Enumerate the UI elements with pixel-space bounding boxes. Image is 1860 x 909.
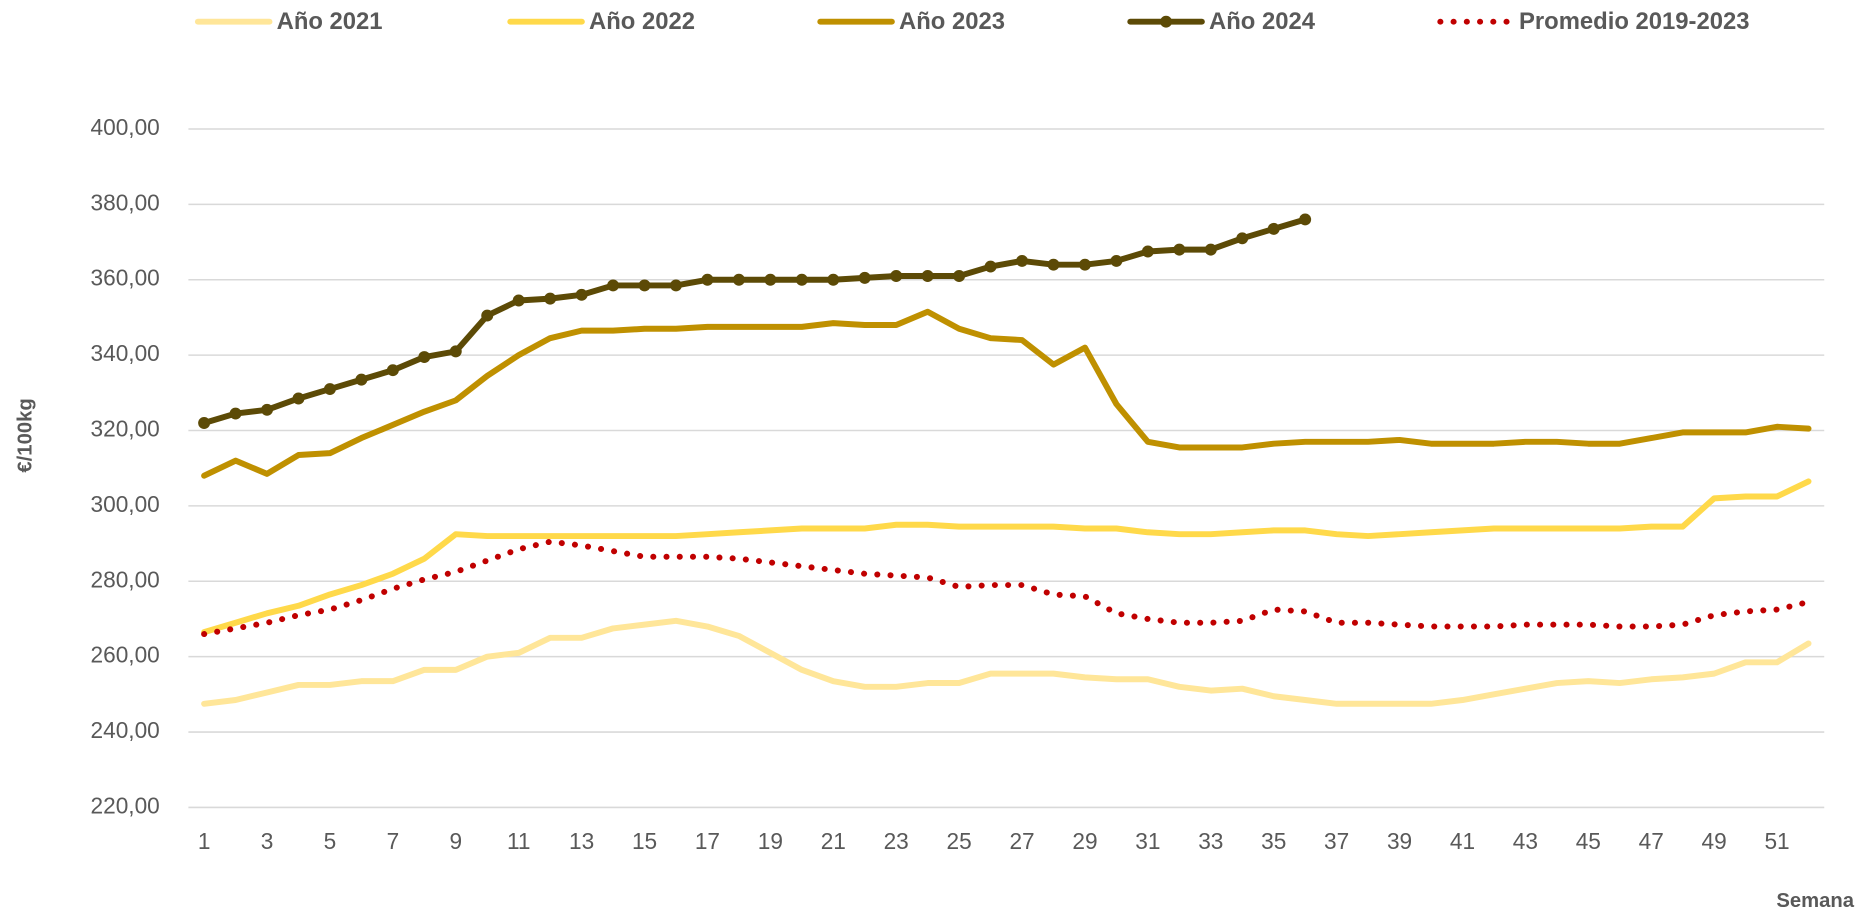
y-tick-label: 320,00: [91, 416, 160, 442]
x-tick-label: 47: [1639, 828, 1664, 854]
x-tick-label: 49: [1702, 828, 1727, 854]
point-marker: [701, 273, 714, 286]
x-tick-label: 37: [1324, 828, 1349, 854]
y-tick-label: 340,00: [91, 340, 160, 366]
point-marker: [1267, 222, 1280, 235]
point-marker: [1078, 258, 1091, 271]
series-line: [201, 617, 1812, 707]
point-marker: [670, 279, 682, 292]
x-tick-label: 29: [1072, 828, 1097, 854]
point-marker: [1047, 258, 1060, 271]
point-marker: [858, 271, 871, 284]
x-tick-label: 27: [1009, 828, 1034, 854]
plot-area: [198, 213, 1812, 707]
y-tick-label: 260,00: [91, 642, 160, 668]
y-axis-title: €/100kg: [15, 398, 37, 472]
y-tick-label: 220,00: [91, 792, 160, 818]
x-tick-label: 5: [324, 828, 337, 854]
point-marker: [1110, 254, 1123, 267]
point-marker: [638, 279, 651, 292]
point-marker: [386, 364, 399, 377]
point-marker: [1173, 243, 1186, 256]
point-marker: [292, 392, 305, 405]
y-tick-label: 360,00: [91, 265, 160, 291]
point-marker: [890, 270, 903, 282]
x-tick-label: 33: [1198, 828, 1223, 854]
x-tick-label: 23: [884, 828, 909, 854]
point-marker: [795, 273, 808, 286]
x-tick-label: 35: [1261, 828, 1286, 854]
x-tick-label: 9: [449, 828, 462, 854]
x-tick-label: 39: [1387, 828, 1412, 854]
point-marker: [575, 288, 588, 301]
point-marker: [764, 273, 777, 286]
y-tick-label: 240,00: [91, 717, 160, 743]
x-tick-label: 31: [1135, 828, 1160, 854]
x-tick-label: 11: [507, 828, 531, 854]
point-marker: [355, 373, 368, 386]
x-tick-label: 1: [198, 828, 211, 854]
point-marker: [323, 383, 336, 396]
legend-label: Año 2021: [277, 8, 383, 35]
x-tick-label: 7: [387, 828, 400, 854]
x-tick-label: 13: [569, 828, 594, 854]
y-tick-label: 380,00: [91, 189, 160, 215]
x-tick-label: 21: [821, 828, 846, 854]
y-tick-label: 400,00: [91, 114, 160, 140]
point-marker: [418, 351, 431, 363]
point-marker: [229, 407, 242, 420]
point-marker: [1141, 245, 1154, 258]
series-line: [201, 216, 1309, 426]
x-axis-title: Semana: [1776, 890, 1854, 909]
series-line: [201, 308, 1812, 479]
point-marker: [261, 403, 273, 416]
point-marker: [827, 273, 840, 286]
point-marker: [198, 417, 211, 429]
point-marker: [984, 260, 997, 273]
point-marker: [732, 273, 745, 286]
point-marker: [1016, 254, 1028, 267]
legend-label: Año 2022: [589, 8, 695, 35]
point-marker: [481, 309, 494, 322]
series-line: [201, 538, 1812, 638]
legend-label: Promedio 2019-2023: [1519, 8, 1749, 35]
x-tick-label: 3: [261, 828, 274, 854]
legend-label: Año 2024: [1209, 8, 1316, 35]
x-tick-label: 51: [1764, 828, 1789, 854]
x-tick-label: 45: [1576, 828, 1601, 854]
legend: Año 2021 Año 2022 Año 2023 Año 2024 Promedio…: [194, 8, 1749, 35]
point-marker: [1236, 232, 1249, 245]
x-tick-label: 43: [1513, 828, 1538, 854]
grid: 220,00 240,00 260,00 280,00 300,00 320,00 340,…: [91, 114, 1825, 854]
point-marker: [512, 294, 525, 307]
legend-label: Año 2023: [899, 8, 1005, 35]
legend-marker: [1160, 15, 1173, 28]
x-tick-label: 19: [758, 828, 783, 854]
point-marker: [607, 279, 620, 292]
point-marker: [449, 345, 462, 358]
point-marker: [544, 292, 557, 305]
series-line: [201, 478, 1812, 636]
y-tick-label: 300,00: [91, 491, 160, 517]
point-marker: [921, 270, 934, 282]
y-tick-label: 280,00: [91, 566, 160, 592]
x-tick-label: 41: [1450, 828, 1475, 854]
point-marker: [1204, 243, 1217, 256]
x-tick-label: 17: [695, 828, 720, 854]
point-marker: [1299, 213, 1312, 226]
point-marker: [953, 270, 966, 282]
x-tick-label: 15: [632, 828, 657, 854]
x-tick-label: 25: [947, 828, 972, 854]
